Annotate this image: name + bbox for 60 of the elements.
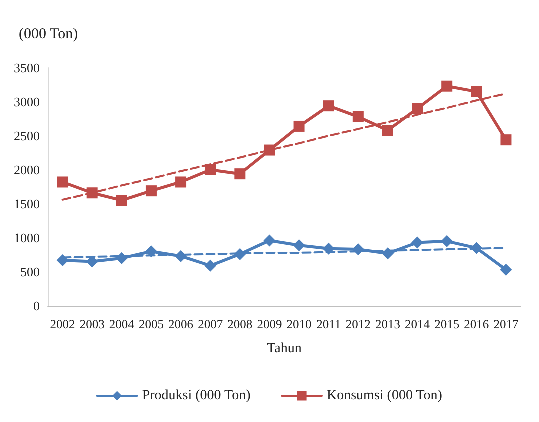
point	[382, 125, 394, 136]
x-tick-label: 2006	[168, 318, 194, 332]
x-tick-label: 2003	[80, 318, 105, 332]
point	[146, 186, 157, 197]
x-tick-label: 2016	[464, 318, 490, 332]
point	[205, 164, 216, 176]
y-axis-title: (000 Ton)	[19, 26, 78, 42]
y-tick-label: 500	[20, 264, 40, 280]
point	[323, 100, 334, 112]
point	[322, 242, 335, 255]
x-tick-label: 2010	[286, 318, 312, 332]
point	[500, 264, 512, 276]
x-tick-label: 2015	[434, 318, 460, 332]
point	[293, 239, 306, 252]
point	[471, 86, 482, 98]
x-tick-label: 2009	[257, 318, 282, 332]
point	[442, 80, 453, 92]
x-tick-label: 2014	[405, 318, 431, 332]
y-tick-label: 2000	[14, 162, 40, 178]
x-tick-label: 2011	[316, 318, 342, 332]
x-tick-label: 2013	[375, 318, 400, 332]
y-tick-label: 3500	[14, 60, 40, 76]
y-tick-label: 1000	[14, 230, 40, 246]
legend-label: Konsumsi (000 Ton)	[327, 388, 443, 404]
point	[382, 248, 394, 260]
x-tick-label: 2008	[228, 318, 253, 332]
point	[294, 120, 305, 132]
point	[86, 188, 98, 199]
x-tick-label: 2017	[494, 318, 519, 332]
point	[86, 256, 98, 268]
point	[176, 176, 187, 188]
point	[204, 260, 217, 272]
y-tick-label: 2500	[14, 128, 40, 144]
x-tick-label: 2007	[198, 318, 224, 332]
point	[116, 195, 128, 206]
point	[412, 103, 424, 114]
point	[234, 168, 246, 180]
x-tick-label: 2004	[109, 318, 136, 332]
point	[352, 111, 364, 122]
y-tick-label: 1500	[14, 196, 40, 212]
x-tick-label: 2002	[50, 318, 76, 332]
point	[175, 250, 188, 262]
legend-label: Produksi (000 Ton)	[142, 388, 252, 404]
x-tick-label: 2005	[138, 318, 164, 332]
x-tick-label: 2012	[346, 318, 371, 332]
point	[264, 234, 276, 247]
point	[500, 134, 512, 146]
y-tick-label: 0	[34, 298, 40, 314]
point	[264, 144, 276, 156]
point	[56, 254, 69, 266]
point	[145, 246, 158, 258]
point	[352, 244, 364, 256]
point	[441, 235, 454, 248]
point	[116, 252, 128, 264]
x-axis-title: Tahun	[267, 342, 302, 356]
y-tick-label: 3000	[14, 94, 40, 110]
point	[470, 242, 483, 254]
point	[412, 236, 424, 249]
point	[234, 248, 246, 260]
point	[57, 176, 68, 188]
